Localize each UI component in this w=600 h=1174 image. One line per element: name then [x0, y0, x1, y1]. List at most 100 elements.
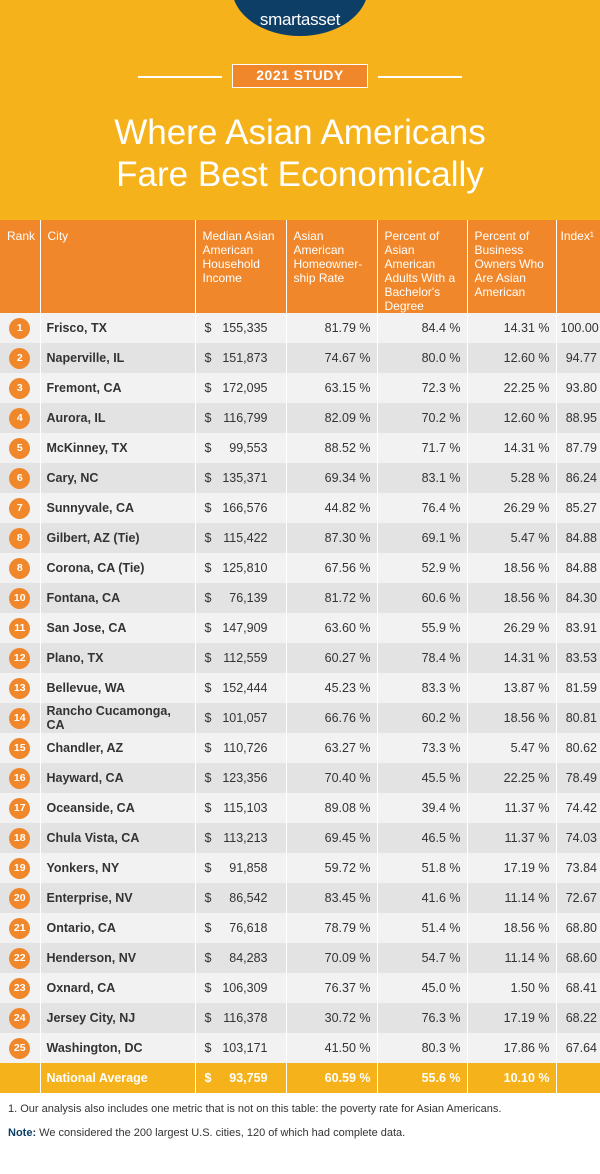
homeownership-cell: 66.76 % [285, 703, 377, 733]
currency-symbol: $ [204, 771, 212, 785]
rank-badge: 16 [9, 767, 31, 789]
bachelors-cell: 76.4 % [376, 493, 467, 523]
rank-badge: 20 [9, 887, 31, 909]
city-cell: Cary, NC [39, 463, 195, 493]
homeownership-cell: 44.82 % [285, 493, 377, 523]
footnotes: 1. Our analysis also includes one metric… [0, 1093, 600, 1140]
bachelors-cell: 51.4 % [376, 913, 467, 943]
national-average-index [555, 1063, 600, 1093]
column-header: Percent of Asian American Adults With a … [376, 220, 467, 313]
table-row: 23 Oxnard, CA $106,309 76.37 % 45.0 % 1.50 % 6… [0, 973, 600, 1003]
city-cell: Sunnyvale, CA [39, 493, 195, 523]
rank-badge: 13 [9, 677, 31, 699]
currency-symbol: $ [204, 711, 212, 725]
rank-badge: 14 [9, 707, 31, 729]
city-cell: Frisco, TX [39, 313, 195, 343]
bachelors-cell: 54.7 % [376, 943, 467, 973]
rank-badge: 12 [9, 647, 31, 669]
rank-badge: 6 [9, 467, 31, 489]
table-header-row: Rank City Median Asian American Househol… [0, 220, 600, 313]
income-cell: $115,103 [194, 793, 286, 823]
business-owners-cell: 26.29 % [466, 493, 556, 523]
income-value: 151,873 [222, 351, 268, 365]
currency-symbol: $ [204, 381, 212, 395]
index-cell: 72.67 [555, 883, 600, 913]
column-header: Rank [0, 220, 40, 313]
index-cell: 93.80 [555, 373, 600, 403]
income-value: 84,283 [229, 951, 268, 965]
bachelors-cell: 60.6 % [376, 583, 467, 613]
business-owners-cell: 17.19 % [466, 1003, 556, 1033]
currency-symbol: $ [204, 501, 212, 515]
rank-cell: 2 [0, 343, 40, 373]
city-cell: Jersey City, NJ [39, 1003, 195, 1033]
study-label-row: 2021 STUDY [0, 64, 600, 90]
income-value: 172,095 [222, 381, 268, 395]
city-cell: Enterprise, NV [39, 883, 195, 913]
table-row: 19 Yonkers, NY $91,858 59.72 % 51.8 % 17.19 %… [0, 853, 600, 883]
homeownership-cell: 87.30 % [285, 523, 377, 553]
rank-cell: 6 [0, 463, 40, 493]
city-cell: Rancho Cucamonga, CA [39, 703, 195, 733]
business-owners-cell: 22.25 % [466, 763, 556, 793]
income-value: 112,559 [223, 651, 268, 665]
bachelors-cell: 52.9 % [376, 553, 467, 583]
business-owners-cell: 11.37 % [466, 793, 556, 823]
logo: smartasset [259, 10, 341, 29]
homeownership-cell: 30.72 % [285, 1003, 377, 1033]
table-row: 12 Plano, TX $112,559 60.27 % 78.4 % 14.31 % 8… [0, 643, 600, 673]
rank-cell: 23 [0, 973, 40, 1003]
income-value: 99,553 [229, 441, 268, 455]
bachelors-cell: 69.1 % [376, 523, 467, 553]
table-row: 11 San Jose, CA $147,909 63.60 % 55.9 % 26.29… [0, 613, 600, 643]
table-row: 5 McKinney, TX $99,553 88.52 % 71.7 % 14.31 %… [0, 433, 600, 463]
business-owners-cell: 17.19 % [466, 853, 556, 883]
column-header: Index¹ [555, 220, 600, 313]
table-row: 24 Jersey City, NJ $116,378 30.72 % 76.3 % 17… [0, 1003, 600, 1033]
city-cell: Gilbert, AZ (Tie) [39, 523, 195, 553]
income-value: 123,356 [222, 771, 268, 785]
column-header: Asian American Homeowner-ship Rate [285, 220, 377, 313]
income-value: 76,618 [229, 921, 268, 935]
table-row: 22 Henderson, NV $84,283 70.09 % 54.7 % 11.14… [0, 943, 600, 973]
currency-symbol: $ [204, 441, 212, 455]
table-row: 14 Rancho Cucamonga, CA $101,057 66.76 % 60.… [0, 703, 600, 733]
income-cell: $155,335 [194, 313, 286, 343]
index-cell: 68.60 [555, 943, 600, 973]
homeownership-cell: 88.52 % [285, 433, 377, 463]
business-owners-cell: 18.56 % [466, 583, 556, 613]
business-owners-cell: 14.31 % [466, 313, 556, 343]
index-cell: 80.81 [555, 703, 600, 733]
rank-cell: 21 [0, 913, 40, 943]
city-cell: Ontario, CA [39, 913, 195, 943]
income-value: 147,909 [222, 621, 268, 635]
income-value: 76,139 [229, 591, 268, 605]
note-label: Note: [8, 1127, 37, 1139]
index-cell: 94.77 [555, 343, 600, 373]
business-owners-cell: 11.14 % [466, 883, 556, 913]
header-banner: smartasset 2021 STUDY Where Asian Americ… [0, 0, 600, 220]
income-value: 135,371 [222, 471, 268, 485]
income-cell: $125,810 [194, 553, 286, 583]
currency-symbol: $ [204, 801, 212, 815]
income-cell: $113,213 [194, 823, 286, 853]
rank-badge: 10 [9, 587, 31, 609]
national-average-row: National Average $93,759 60.59 % 55.6 % … [0, 1063, 600, 1093]
business-owners-cell: 5.47 % [466, 523, 556, 553]
business-owners-cell: 18.56 % [466, 703, 556, 733]
footnote-note: Note: We considered the 200 largest U.S.… [8, 1126, 592, 1140]
index-cell: 80.62 [555, 733, 600, 763]
rank-cell: 8 [0, 523, 40, 553]
homeownership-cell: 83.45 % [285, 883, 377, 913]
business-owners-cell: 11.14 % [466, 943, 556, 973]
bachelors-cell: 83.3 % [376, 673, 467, 703]
bachelors-cell: 60.2 % [376, 703, 467, 733]
business-owners-cell: 5.47 % [466, 733, 556, 763]
income-value: 152,444 [222, 681, 268, 695]
income-value: 103,171 [222, 1041, 268, 1055]
study-badge: 2021 STUDY [232, 64, 368, 88]
rank-cell: 16 [0, 763, 40, 793]
national-average-business: 10.10 % [466, 1063, 556, 1093]
city-cell: Henderson, NV [39, 943, 195, 973]
income-value: 93,759 [229, 1071, 268, 1085]
